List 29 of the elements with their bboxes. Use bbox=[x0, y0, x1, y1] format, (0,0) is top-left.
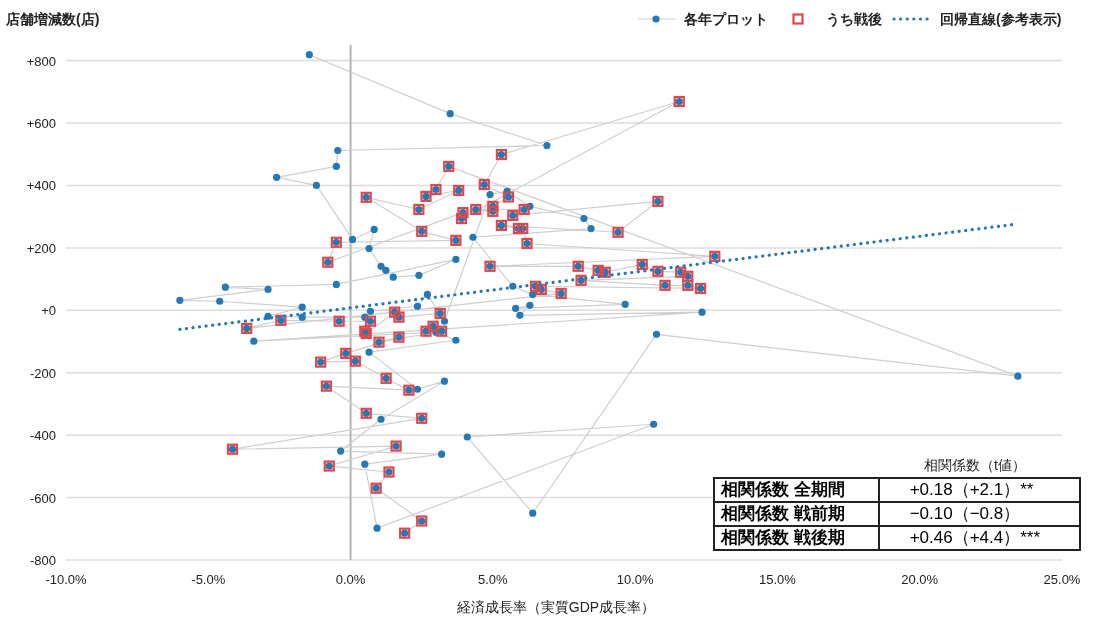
y-tick-label: -200 bbox=[29, 365, 56, 381]
y-tick-label: +600 bbox=[26, 116, 56, 132]
annotation: 相関係数（t値） bbox=[924, 457, 1026, 473]
x-axis-title: 経済成長率（実質GDP成長率） bbox=[455, 599, 656, 615]
x-tick-label: 20.0% bbox=[901, 572, 939, 587]
annotation: 相関係数 戦前期 bbox=[714, 502, 879, 526]
annotation: −0.10（−0.8） bbox=[878, 502, 1080, 526]
x-tick-label: 25.0% bbox=[1043, 572, 1081, 587]
x-tick-label: -10.0% bbox=[45, 572, 88, 587]
y-tick-label: +200 bbox=[26, 240, 56, 256]
x-tick-label: 5.0% bbox=[478, 572, 509, 587]
y-tick-label: -600 bbox=[29, 490, 56, 506]
y-tick-label: +0 bbox=[41, 303, 56, 319]
legend-label: 各年プロット bbox=[683, 11, 768, 27]
legend-label: 回帰直線(参考表示) bbox=[940, 11, 1062, 27]
y-axis-title: 店舗増減数(店) bbox=[5, 11, 100, 27]
x-tick-label: -5.0% bbox=[191, 572, 226, 587]
annotation: 相関係数 全期間 bbox=[714, 478, 879, 502]
x-tick-label: 10.0% bbox=[616, 572, 655, 587]
y-tick-label: -400 bbox=[29, 428, 56, 444]
x-tick-label: 0.0% bbox=[335, 572, 366, 587]
legend-label: うち戦後 bbox=[826, 11, 882, 28]
y-tick-label: +400 bbox=[26, 178, 56, 194]
annotation: +0.18（+2.1）** bbox=[878, 478, 1080, 502]
x-tick-label: 15.0% bbox=[758, 572, 797, 587]
y-tick-label: -800 bbox=[29, 553, 56, 568]
annotation: +0.46（+4.4）*** bbox=[878, 526, 1080, 550]
y-tick-label: +800 bbox=[26, 53, 56, 69]
annotation: 相関係数 戦後期 bbox=[714, 526, 879, 550]
